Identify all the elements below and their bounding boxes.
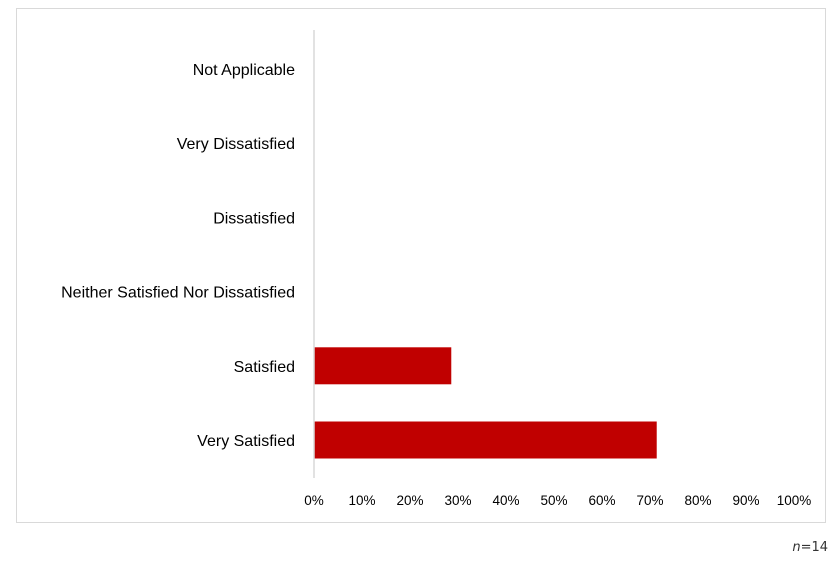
category-labels: Not Applicable Very Dissatisfied Dissatisf… [61, 62, 295, 450]
category-label-satisfied: Satisfied [234, 359, 295, 376]
sample-size-value: =14 [800, 540, 828, 555]
category-label-dissatisfied: Dissatisfied [213, 210, 295, 227]
x-tick-label: 40% [492, 493, 519, 508]
x-tick-label: 50% [540, 493, 567, 508]
x-tick-label: 10% [348, 493, 375, 508]
sample-size-note: n=14 [792, 540, 828, 555]
category-label-very-dissatisfied: Very Dissatisfied [177, 136, 295, 153]
bars-layer [314, 347, 657, 459]
bar-very-satisfied [314, 421, 657, 459]
category-label-not-applicable: Not Applicable [193, 62, 295, 79]
bar-satisfied [314, 347, 452, 385]
x-tick-label: 0% [304, 493, 324, 508]
x-tick-label: 20% [396, 493, 423, 508]
x-tick-label: 70% [636, 493, 663, 508]
x-tick-label: 30% [444, 493, 471, 508]
x-tick-label: 60% [588, 493, 615, 508]
x-tick-label: 90% [732, 493, 759, 508]
tick-labels: 0% 10% 20% 30% 40% 50% 60% 70% 80% 90% 100% [304, 493, 811, 508]
category-label-neither-satisfied-nor-dissatisfied: Neither Satisfied Nor Dissatisfied [61, 285, 295, 302]
x-tick-label: 80% [684, 493, 711, 508]
sample-size-variable: n [792, 540, 801, 555]
category-label-very-satisfied: Very Satisfied [197, 433, 295, 450]
x-tick-label: 100% [777, 493, 812, 508]
